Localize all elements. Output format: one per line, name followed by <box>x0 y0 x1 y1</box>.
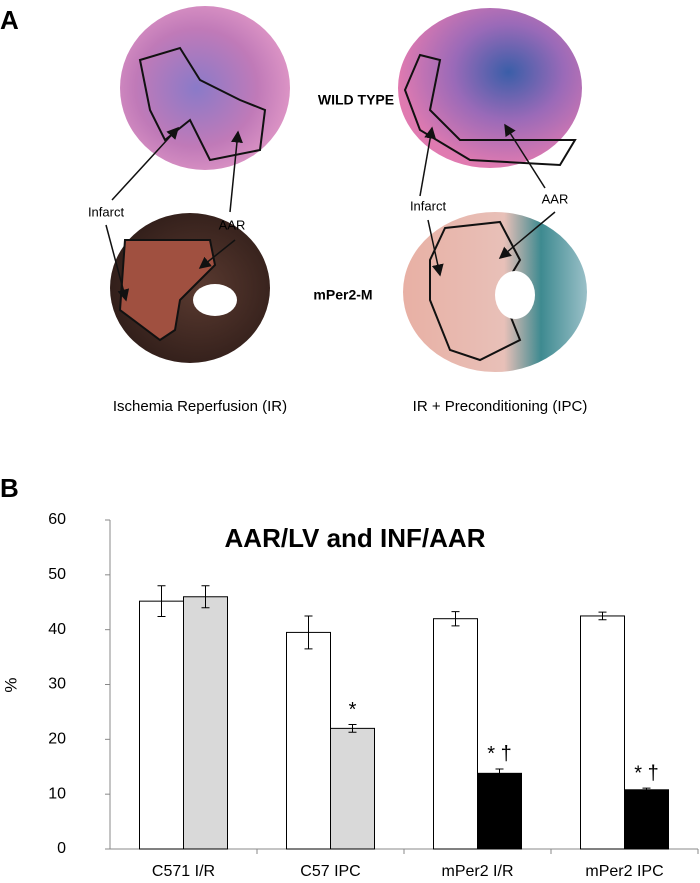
panel-label: B <box>0 473 19 503</box>
bar <box>183 596 228 850</box>
annotation: Infarct <box>410 198 447 213</box>
y-tick-label: 10 <box>48 785 66 802</box>
x-tick-label: C57 IPC <box>300 863 360 880</box>
arrow <box>419 126 437 197</box>
annotation: AAR <box>219 217 246 232</box>
error-bar <box>157 585 166 618</box>
annotation: AAR <box>542 191 569 206</box>
y-tick-label: 50 <box>48 566 66 583</box>
y-tick-label: 20 <box>48 731 66 748</box>
arrow <box>498 211 556 259</box>
arrow <box>427 219 444 277</box>
bar <box>286 631 331 850</box>
bar <box>477 772 522 850</box>
heart-slice <box>120 6 290 170</box>
error-bar <box>348 724 357 733</box>
caption: Ischemia Reperfusion (IR) <box>113 398 287 415</box>
annotation: * † <box>634 762 658 784</box>
y-tick-label: 40 <box>48 621 66 638</box>
bar <box>330 727 375 850</box>
lumen <box>193 284 237 316</box>
outline <box>118 239 217 342</box>
error-bar <box>598 611 607 621</box>
heart-slice <box>398 8 582 168</box>
error-bar <box>304 615 313 650</box>
lumen <box>495 271 535 319</box>
arrow <box>504 123 546 189</box>
y-tick-label: 0 <box>57 840 66 857</box>
annotation: Infarct <box>88 204 125 219</box>
error-bar <box>451 611 460 627</box>
chart-title: AAR/LV and INF/AAR <box>225 523 486 553</box>
heart-slice <box>403 212 587 372</box>
bar <box>580 615 625 850</box>
chart: AAR/LV and INF/AAR% 0 10 20 30 40 50 60 C571 I/R… <box>1 511 699 880</box>
y-axis-label: % <box>1 677 20 692</box>
error-bar <box>642 787 651 792</box>
x-tick-label: C571 I/R <box>152 863 215 880</box>
arrow <box>111 126 180 201</box>
annotation: * † <box>487 743 511 765</box>
y-tick-label: 60 <box>48 511 66 528</box>
x-tick-label: mPer2 IPC <box>585 863 663 880</box>
arrow <box>105 224 130 302</box>
x-tick-label: mPer2 I/R <box>441 863 513 880</box>
panel-label: A <box>0 5 19 35</box>
outline <box>138 46 267 162</box>
bar <box>433 618 478 850</box>
bar <box>139 600 184 850</box>
panel-a: A WILD TYPE mPer2-M Infarct AAR Infarct … <box>0 5 587 415</box>
bar <box>624 789 669 850</box>
arrow <box>198 239 236 269</box>
arrow <box>229 130 243 213</box>
error-bar <box>495 768 504 779</box>
annotation: * <box>349 699 357 721</box>
error-bar <box>201 585 210 609</box>
caption: IR + Preconditioning (IPC) <box>413 398 588 415</box>
y-tick-label: 30 <box>48 676 66 693</box>
row-label: WILD TYPE <box>318 92 394 108</box>
outline <box>403 53 577 167</box>
row-label: mPer2-M <box>313 287 372 303</box>
